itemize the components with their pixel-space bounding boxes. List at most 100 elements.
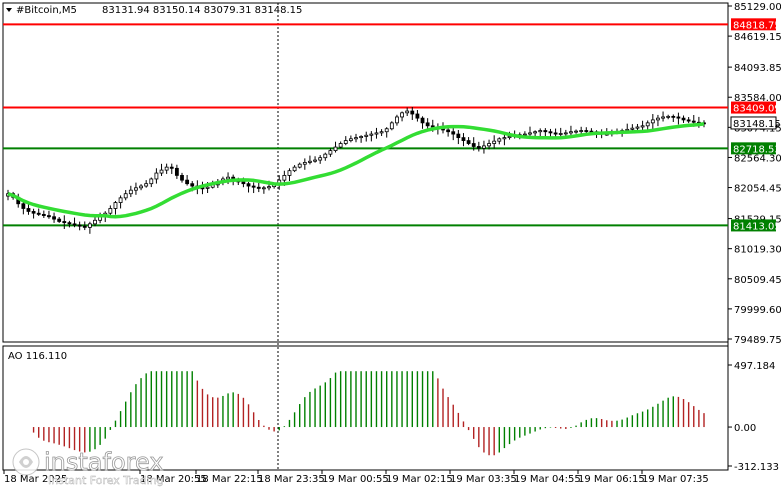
candle <box>302 158 307 170</box>
candle <box>686 117 691 124</box>
candle <box>497 137 502 145</box>
price-tick-label: 83584.00 <box>734 93 781 104</box>
candle <box>57 216 62 223</box>
ao-histogram <box>32 371 705 456</box>
candle <box>395 114 399 126</box>
candle <box>139 184 143 191</box>
candle <box>256 182 261 193</box>
candle <box>420 116 425 129</box>
price-tick-label: 82054.45 <box>734 184 781 195</box>
candle <box>650 114 655 130</box>
candle <box>681 115 686 123</box>
candle <box>533 130 538 137</box>
price-tick-label: 84619.15 <box>734 32 781 43</box>
candle <box>656 114 660 127</box>
candle <box>93 216 97 227</box>
price-axis: 85129.0084619.1584093.8583584.0083074.15… <box>728 2 781 346</box>
time-tick-label: 18 Mar 23:35 <box>258 474 325 485</box>
time-tick-label: 19 Mar 07:35 <box>642 474 709 485</box>
ma-line <box>7 122 705 219</box>
candle <box>144 180 149 188</box>
candle <box>487 139 491 150</box>
candle <box>579 126 584 134</box>
time-tick-label: 19 Mar 06:15 <box>578 474 645 485</box>
candle <box>558 127 563 137</box>
candle <box>666 114 671 120</box>
ohlc-readout: 83131.94 83150.14 83079.31 83148.15 <box>102 5 302 16</box>
candles <box>6 107 706 234</box>
svg-text:83409.09: 83409.09 <box>733 104 781 115</box>
price-tags: 84818.75 83409.09 82718.53 81413.05 83148.15 <box>730 18 781 232</box>
candle <box>476 141 481 152</box>
watermark-brand: instaforex <box>44 448 164 476</box>
candle <box>67 220 72 228</box>
candle <box>425 118 430 130</box>
instaforex-logo <box>12 448 40 476</box>
time-tick-label: 19 Mar 00:55 <box>322 474 389 485</box>
level-tag: 83409.09 <box>731 101 781 115</box>
svg-text:84818.75: 84818.75 <box>733 20 781 31</box>
candle <box>118 195 123 209</box>
candle <box>333 141 338 153</box>
candle <box>538 128 543 137</box>
price-tick-label: 81019.30 <box>734 245 781 256</box>
candle <box>640 120 645 131</box>
candle <box>180 172 184 183</box>
candle <box>676 112 681 125</box>
candle <box>415 110 420 122</box>
candle <box>466 137 471 146</box>
price-tick-label: 82564.30 <box>734 153 781 164</box>
candle <box>77 221 82 231</box>
candle <box>635 123 640 131</box>
candle <box>287 168 292 182</box>
level-tag: 84818.75 <box>731 18 781 31</box>
candle <box>645 120 650 131</box>
candle <box>82 221 87 231</box>
candle <box>154 168 159 184</box>
candle <box>359 135 364 143</box>
candle <box>482 140 486 154</box>
time-tick-label: 19 Mar 04:55 <box>514 474 581 485</box>
candle <box>492 135 497 149</box>
ao-label: AO 116.110 <box>8 351 67 362</box>
chevron-down-icon[interactable] <box>6 8 12 12</box>
candle <box>72 217 77 228</box>
candle <box>134 182 138 195</box>
candle <box>261 185 266 194</box>
candle <box>159 163 164 176</box>
candle <box>41 210 46 219</box>
candle <box>374 127 379 139</box>
candle <box>379 129 384 136</box>
candle <box>297 162 302 169</box>
candle <box>348 135 353 143</box>
candle <box>502 133 507 146</box>
candle <box>323 152 328 161</box>
candle <box>338 141 343 149</box>
price-panel-frame <box>2 2 729 343</box>
candle <box>113 200 118 215</box>
candle <box>52 212 56 223</box>
current-price-tag: 83148.15 <box>730 116 781 130</box>
candle <box>149 177 154 188</box>
candle <box>405 107 410 117</box>
candle <box>26 204 31 215</box>
candle <box>671 114 676 122</box>
price-tick-label: 80509.45 <box>734 275 781 286</box>
time-tick-label: 18 Mar 2025 <box>4 474 67 485</box>
ao-tick-label: 0.00 <box>734 423 756 434</box>
price-tick-label: 79489.75 <box>734 335 781 346</box>
candle <box>174 164 179 179</box>
time-tick-label: 18 Mar 20:55 <box>140 474 207 485</box>
level-tag: 81413.05 <box>731 219 781 232</box>
candle <box>108 205 113 217</box>
candle <box>62 215 67 229</box>
candle <box>343 136 348 146</box>
candle <box>451 126 456 141</box>
candle <box>308 155 312 165</box>
candle <box>574 129 578 134</box>
candle <box>389 121 394 131</box>
candle <box>87 221 92 234</box>
svg-text:82718.53: 82718.53 <box>733 144 781 155</box>
candle <box>47 210 51 219</box>
